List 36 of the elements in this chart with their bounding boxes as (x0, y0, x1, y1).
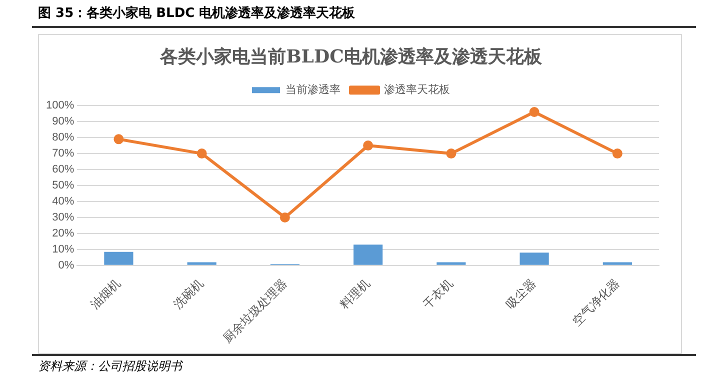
y-tick-label: 90% (52, 116, 74, 128)
x-tick-label: 吸尘器 (503, 276, 539, 312)
bar (104, 252, 134, 265)
text: 资料来源：公司招股说明书 (38, 358, 182, 375)
legend-label: 当前渗透率 (286, 83, 340, 96)
point (446, 148, 456, 159)
point (280, 212, 290, 222)
y-tick-label: 80% (52, 132, 74, 144)
y-tick-label: 50% (52, 180, 74, 192)
y-tick-label: 10% (52, 243, 74, 256)
x-tick-label: 油烟机 (88, 276, 124, 312)
y-tick-label: 60% (52, 164, 74, 176)
legend-label: 渗透率天花板 (384, 83, 450, 96)
y-tick-label: 100% (46, 100, 74, 112)
x-tick-label: 洗碗机 (170, 276, 206, 312)
y-tick-label: 0% (58, 259, 74, 272)
y-tick-label: 70% (52, 148, 74, 160)
x-tick-label: 厨余垃圾处理器 (220, 276, 290, 346)
bar (602, 262, 632, 265)
point (114, 134, 124, 144)
y-tick-label: 40% (52, 196, 74, 208)
bar (436, 262, 466, 265)
point (612, 148, 622, 159)
point (196, 148, 207, 159)
bar (187, 262, 216, 265)
chart-title: 各类小家电当前BLDC电机渗透率及渗透天花板 (159, 46, 543, 68)
y-tick-label: 30% (52, 212, 74, 224)
bar (354, 244, 383, 265)
y-tick-label: 20% (52, 227, 74, 240)
x-tick-label: 空气净化器 (570, 276, 622, 328)
caption: 图 35：各类小家电 BLDC 电机渗透率及渗透率天花板 (38, 4, 356, 22)
point (529, 106, 540, 117)
bar (520, 252, 549, 265)
x-tick-label: 料理机 (337, 276, 373, 312)
point (363, 140, 374, 151)
x-tick-label: 干衣机 (420, 276, 456, 312)
